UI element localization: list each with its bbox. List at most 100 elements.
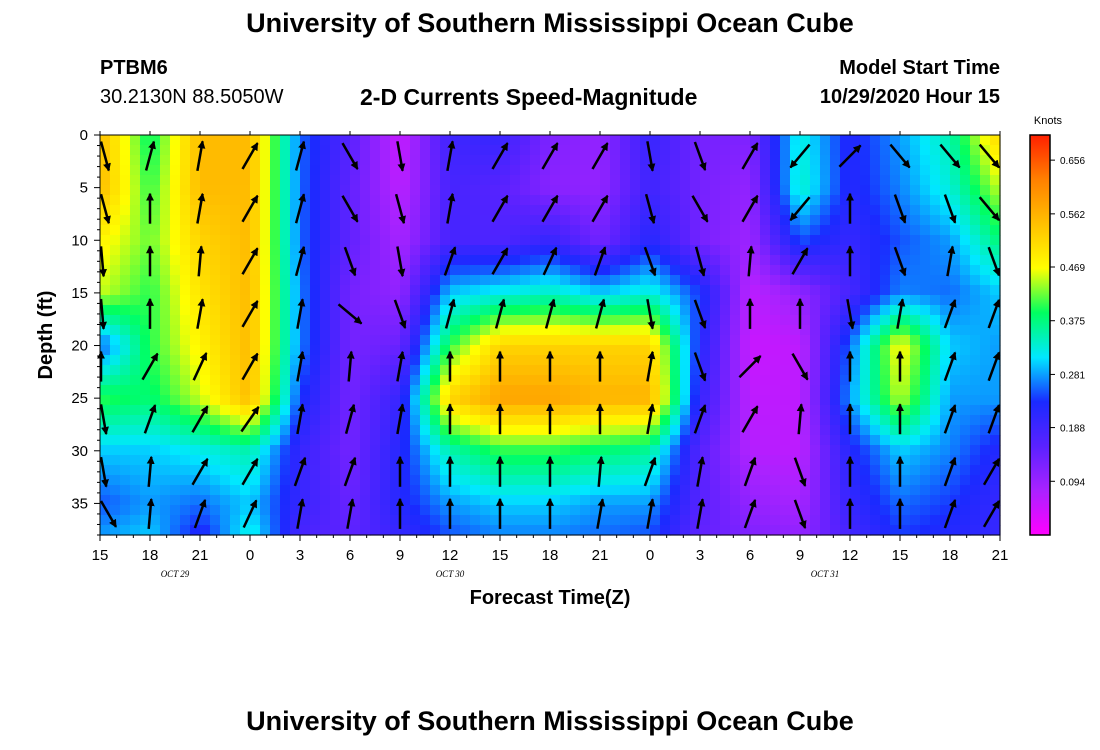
x-tick-label: 15 — [492, 547, 509, 564]
heatmap-cell — [480, 455, 491, 466]
heatmap-cell — [340, 325, 351, 336]
heatmap-cell — [910, 235, 921, 246]
heatmap-cell — [960, 135, 971, 146]
heatmap-cell — [780, 175, 791, 186]
heatmap-cell — [660, 345, 671, 356]
heatmap-cell — [500, 335, 511, 346]
heatmap-cell — [930, 515, 941, 526]
heatmap-cell — [210, 255, 221, 266]
heatmap-cell — [200, 235, 211, 246]
heatmap-cell — [940, 505, 951, 516]
heatmap-cell — [860, 235, 871, 246]
heatmap-cell — [210, 365, 221, 376]
heatmap-cell — [390, 205, 401, 216]
heatmap-cell — [590, 185, 601, 196]
heatmap-cell — [100, 495, 111, 506]
heatmap-cell — [150, 215, 161, 226]
heatmap-cell — [710, 285, 721, 296]
heatmap-cell — [100, 465, 111, 476]
heatmap-cell — [890, 175, 901, 186]
heatmap-cell — [720, 285, 731, 296]
heatmap-cell — [500, 265, 511, 276]
heatmap-cell — [290, 415, 301, 426]
heatmap-cell — [120, 345, 131, 356]
heatmap-cell — [570, 415, 581, 426]
heatmap-cell — [580, 435, 591, 446]
heatmap-cell — [800, 155, 811, 166]
current-vector — [982, 500, 1001, 528]
heatmap-cell — [700, 205, 711, 216]
heatmap-cell — [880, 425, 891, 436]
heatmap-cell — [880, 355, 891, 366]
heatmap-cell — [800, 275, 811, 286]
heatmap-cell — [630, 295, 641, 306]
heatmap-cell — [220, 515, 231, 526]
heatmap-cell — [670, 365, 681, 376]
heatmap-cell — [930, 195, 941, 206]
heatmap-cell — [780, 305, 791, 316]
heatmap-cell — [120, 205, 131, 216]
heatmap-cell — [750, 395, 761, 406]
heatmap-cell — [300, 135, 311, 146]
current-vector — [296, 498, 306, 529]
heatmap-cell — [130, 165, 141, 176]
heatmap-cell — [730, 475, 741, 486]
heatmap-cell — [660, 385, 671, 396]
heatmap-cell — [680, 355, 691, 366]
heatmap-cell — [550, 445, 561, 456]
heatmap-cell — [650, 145, 661, 156]
heatmap-cell — [500, 455, 511, 466]
heatmap-cell — [790, 275, 801, 286]
heatmap-cell — [930, 235, 941, 246]
heatmap-cell — [110, 275, 121, 286]
heatmap-cell — [520, 135, 531, 146]
heatmap-cell — [810, 385, 821, 396]
heatmap-cell — [660, 135, 671, 146]
heatmap-cell — [840, 225, 851, 236]
heatmap-cell — [310, 135, 321, 146]
heatmap-cell — [550, 455, 561, 466]
heatmap-cell — [590, 385, 601, 396]
heatmap-cell — [690, 225, 701, 236]
heatmap-cell — [640, 335, 651, 346]
heatmap-cell — [400, 255, 411, 266]
heatmap-cell — [300, 485, 311, 496]
heatmap-cell — [180, 185, 191, 196]
heatmap-cell — [340, 405, 351, 416]
heatmap-cell — [610, 395, 621, 406]
heatmap-cell — [850, 235, 861, 246]
current-vector — [341, 195, 359, 223]
heatmap-cell — [480, 275, 491, 286]
heatmap-cell — [230, 165, 241, 176]
heatmap-cell — [860, 135, 871, 146]
heatmap-cell — [820, 225, 831, 236]
heatmap-cell — [240, 335, 251, 346]
heatmap-cell — [150, 525, 161, 536]
heatmap-cell — [970, 335, 981, 346]
heatmap-cell — [670, 205, 681, 216]
heatmap-cell — [220, 405, 231, 416]
heatmap-cell — [150, 255, 161, 266]
heatmap-cell — [120, 255, 131, 266]
heatmap-cell — [940, 405, 951, 416]
heatmap-cell — [270, 315, 281, 326]
heatmap-cell — [330, 505, 341, 516]
heatmap-cell — [130, 345, 141, 356]
heatmap-cell — [140, 475, 151, 486]
heatmap-cell — [440, 265, 451, 276]
heatmap-cell — [770, 245, 781, 256]
heatmap-cell — [520, 165, 531, 176]
heatmap-cell — [820, 375, 831, 386]
heatmap-cell — [480, 245, 491, 256]
heatmap-cell — [310, 445, 321, 456]
heatmap-cell — [370, 445, 381, 456]
heatmap-cell — [220, 215, 231, 226]
heatmap-cell — [760, 155, 771, 166]
heatmap-cell — [460, 135, 471, 146]
heatmap-cell — [670, 425, 681, 436]
heatmap-cell — [570, 205, 581, 216]
current-vector — [446, 140, 456, 172]
heatmap-cell — [930, 355, 941, 366]
heatmap-cell — [820, 415, 831, 426]
heatmap-cell — [900, 385, 911, 396]
